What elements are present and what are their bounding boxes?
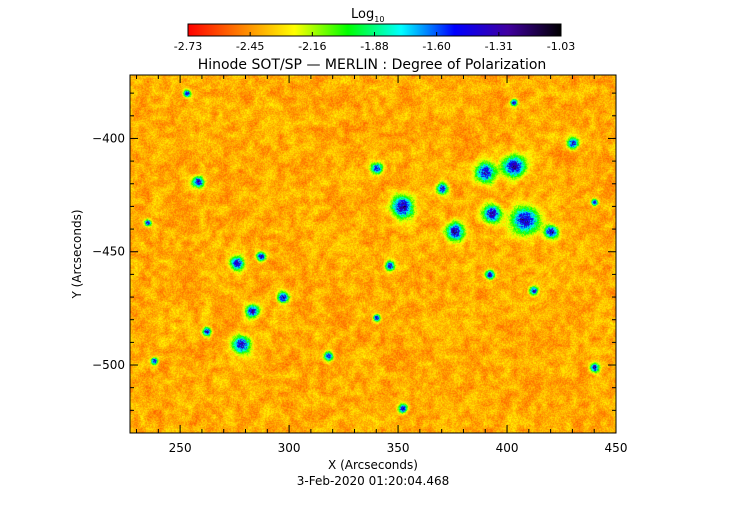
y-tick-label: −500 (92, 358, 125, 372)
x-axis-label: X (Arcseconds) (328, 458, 418, 472)
y-axis: −400 −450 −500 (92, 92, 616, 434)
colorbar-ticks: -2.73 -2.45 -2.16 -1.88 -1.60 -1.31 -1.03 (174, 32, 575, 53)
colorbar-label: Log10 (351, 7, 384, 24)
timestamp: 3-Feb-2020 01:20:04.468 (297, 474, 450, 488)
colorbar-tick-label: -1.60 (422, 40, 450, 53)
x-tick-label: 250 (169, 441, 192, 455)
x-tick-label: 350 (387, 441, 410, 455)
colorbar-tick-label: -2.16 (298, 40, 326, 53)
colorbar-tick-label: -1.31 (485, 40, 513, 53)
heatmap-plot (130, 75, 616, 433)
heatmap-image (130, 75, 616, 433)
x-axis: 250 300 350 400 450 (136, 75, 628, 455)
x-tick-label: 450 (605, 441, 628, 455)
plot-frame (129, 74, 617, 434)
y-axis-label: Y (Arcseconds) (70, 209, 84, 299)
x-tick-label: 300 (278, 441, 301, 455)
colorbar-tick-label: -2.45 (236, 40, 264, 53)
y-tick-label: −450 (92, 245, 125, 259)
colorbar-tick-label: -1.88 (360, 40, 388, 53)
x-tick-label: 400 (496, 441, 519, 455)
colorbar-tick-label: -2.73 (174, 40, 202, 53)
chart-title: Hinode SOT/SP — MERLIN : Degree of Polar… (198, 57, 547, 73)
y-tick-label: −400 (92, 131, 125, 145)
colorbar-tick-label: -1.03 (547, 40, 575, 53)
